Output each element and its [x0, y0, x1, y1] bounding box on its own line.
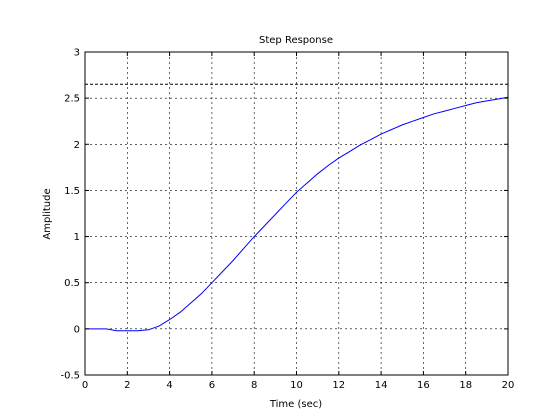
y-tick-label: 3 — [74, 48, 80, 59]
x-tick-label: 10 — [290, 380, 303, 391]
x-tick-label: 16 — [417, 380, 430, 391]
step-response-line — [85, 96, 509, 332]
y-tick-label: 0.5 — [64, 278, 80, 289]
x-tick-label: 8 — [251, 380, 257, 391]
x-tick-label: 6 — [209, 380, 215, 391]
series-layer — [85, 96, 509, 332]
x-tick-label: 12 — [332, 380, 345, 391]
x-tick-label: 18 — [459, 380, 472, 391]
y-tick-label: 1 — [74, 232, 80, 243]
y-tick-label: 0 — [74, 324, 80, 335]
x-axis-label: Time (sec) — [269, 399, 322, 410]
x-tick-label: 2 — [124, 380, 130, 391]
x-tick-label: 0 — [82, 380, 88, 391]
x-tick-label: 20 — [502, 380, 515, 391]
x-tick-label: 4 — [166, 380, 172, 391]
y-axis-label: Amplitude — [42, 188, 53, 239]
chart-title: Step Response — [259, 35, 333, 46]
y-tick-label: 2 — [74, 140, 80, 151]
x-tick-label: 14 — [375, 380, 388, 391]
y-tick-label: 2.5 — [64, 94, 80, 105]
y-tick-label: 1.5 — [64, 186, 80, 197]
y-tick-label: -0.5 — [60, 371, 80, 382]
tick-layer: 0 2 4 6 8 10 12 14 16 18 20-0.500.511.522.53 — [60, 48, 514, 392]
grid-layer — [85, 52, 508, 375]
